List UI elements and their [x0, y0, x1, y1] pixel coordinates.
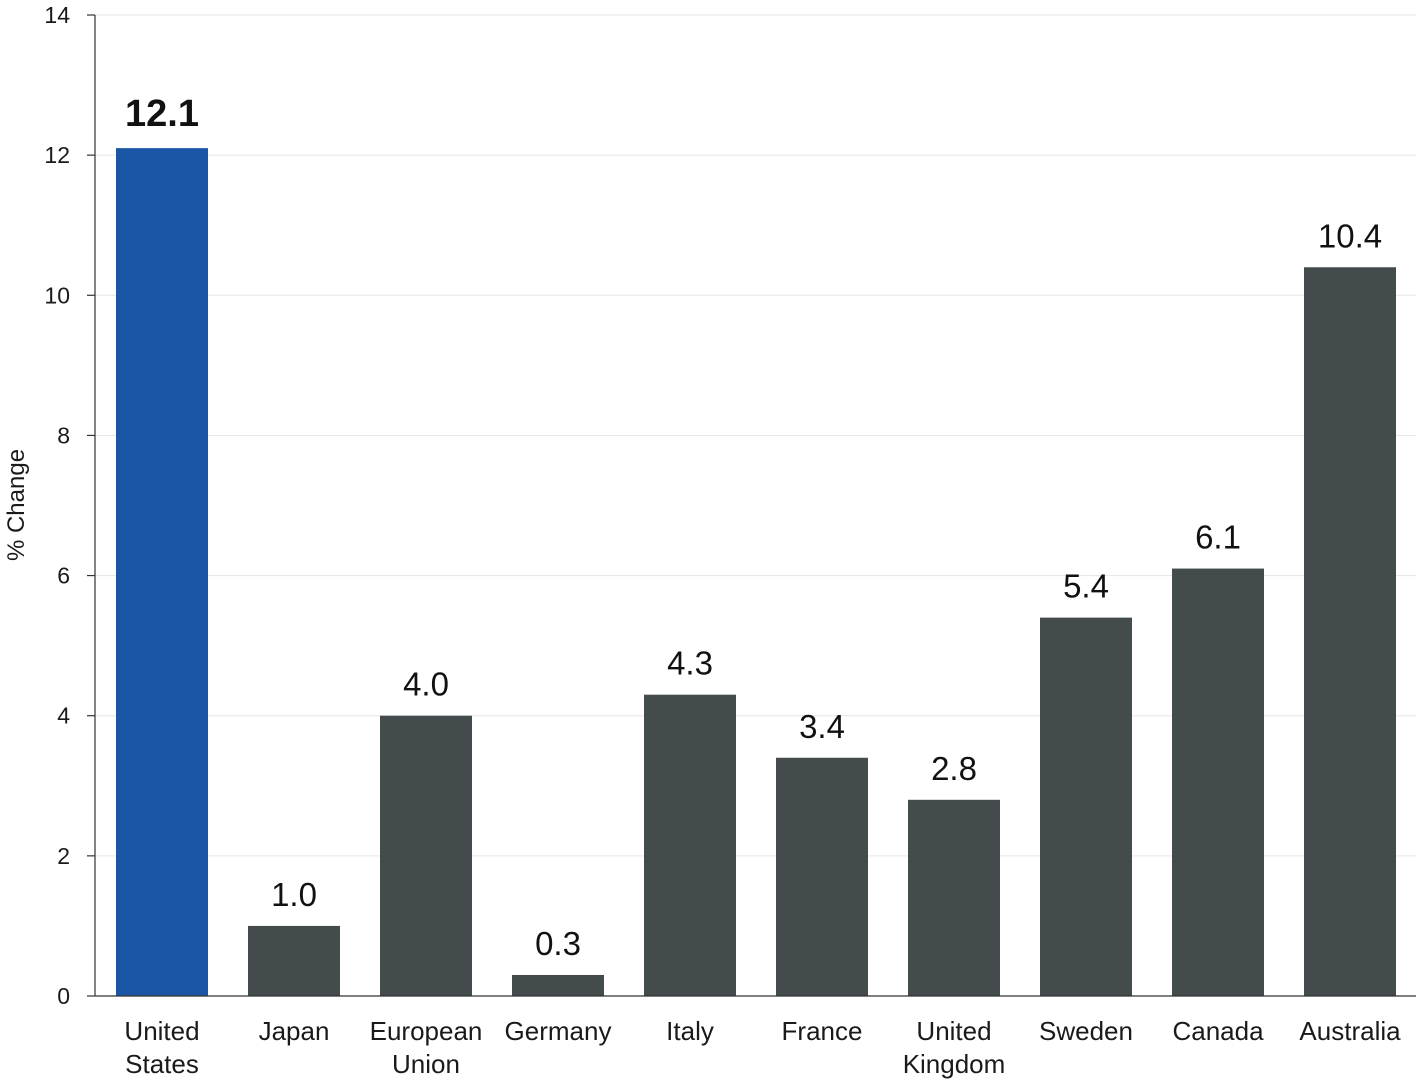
x-category-label-line: Italy: [666, 1016, 714, 1046]
y-tick-label: 8: [57, 422, 70, 448]
bar-value-label: 1.0: [271, 876, 317, 913]
bars: [116, 148, 1396, 996]
x-category-label-line: Canada: [1172, 1016, 1264, 1046]
bar-value-label: 0.3: [535, 925, 581, 962]
y-tick-label: 2: [57, 843, 70, 869]
bar: [1040, 617, 1132, 996]
y-tick-label: 6: [57, 563, 70, 589]
y-tick-labels: 0 2 4 6 8 10 12 14: [44, 2, 70, 1009]
bar: [380, 715, 472, 996]
x-category-label: Australia: [1299, 1016, 1401, 1046]
bar-value-label: 6.1: [1195, 519, 1241, 556]
bar-value-label: 2.8: [931, 750, 977, 787]
bar: [644, 694, 736, 996]
x-category-label-line: Germany: [505, 1016, 612, 1046]
bar: [116, 148, 208, 996]
x-category-label-line: Sweden: [1039, 1016, 1133, 1046]
y-tick-label: 4: [57, 703, 70, 729]
bar: [248, 925, 340, 996]
x-category-label: Germany: [505, 1016, 612, 1046]
bar: [908, 799, 1000, 996]
bar: [1172, 568, 1264, 996]
bar: [1304, 267, 1396, 996]
gridlines: [95, 14, 1416, 857]
x-category-label-line: Union: [392, 1049, 460, 1079]
x-category-label-line: United: [916, 1016, 991, 1046]
x-category-label-line: France: [782, 1016, 863, 1046]
axes: [87, 14, 1416, 997]
bar-value-label: 10.4: [1318, 217, 1382, 254]
y-tick-label: 10: [44, 282, 70, 308]
x-category-label-line: Japan: [259, 1016, 330, 1046]
bar-value-label: 5.4: [1063, 568, 1109, 605]
x-category-label-line: Australia: [1299, 1016, 1401, 1046]
x-category-label: Italy: [666, 1016, 714, 1046]
x-category-label: Japan: [259, 1016, 330, 1046]
bar-value-label: 4.3: [667, 645, 713, 682]
bar-value-label: 3.4: [799, 708, 845, 745]
x-category-label: United Kingdom: [903, 1016, 1006, 1079]
x-category-label-line: Kingdom: [903, 1049, 1006, 1079]
x-category-label: Sweden: [1039, 1016, 1133, 1046]
x-category-label: United States: [124, 1016, 199, 1079]
x-category-label-line: United: [124, 1016, 199, 1046]
y-tick-label: 12: [44, 142, 70, 168]
value-labels: 12.1 1.0 4.0 0.3 4.3 3.4 2.8 5.4 6.1 10.4: [125, 93, 1382, 962]
x-category-label: Canada: [1172, 1016, 1264, 1046]
x-category-label-line: European: [370, 1016, 483, 1046]
x-category-label: European Union: [370, 1016, 483, 1079]
bar: [776, 757, 868, 996]
y-tick-label: 14: [44, 2, 70, 28]
x-category-label: France: [782, 1016, 863, 1046]
x-category-label-line: States: [125, 1049, 199, 1079]
bar-value-label: 4.0: [403, 666, 449, 703]
bar-value-label: 12.1: [125, 93, 199, 135]
bar: [512, 974, 604, 996]
y-tick-label: 0: [57, 983, 70, 1009]
y-axis-title: % Change: [3, 449, 30, 561]
